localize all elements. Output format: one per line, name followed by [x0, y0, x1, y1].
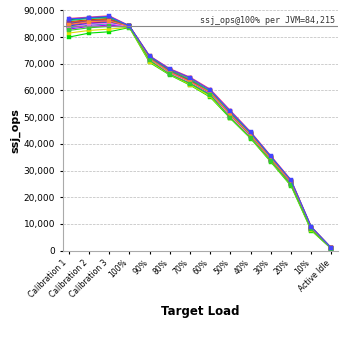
- X-axis label: Target Load: Target Load: [161, 305, 239, 318]
- Text: ssj_ops@100% per JVM=84,215: ssj_ops@100% per JVM=84,215: [200, 16, 335, 25]
- Y-axis label: ssj_ops: ssj_ops: [10, 108, 21, 153]
